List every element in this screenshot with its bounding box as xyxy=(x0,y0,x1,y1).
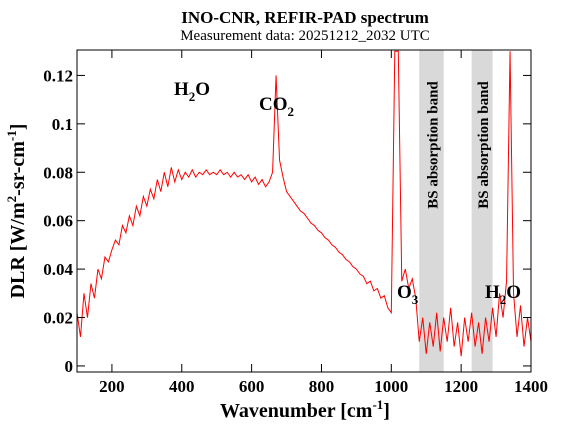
x-tick-label: 800 xyxy=(309,377,335,396)
annotation-part: O xyxy=(195,79,210,100)
x-tick-label: 1000 xyxy=(374,377,408,396)
x-tick-label: 200 xyxy=(99,377,125,396)
x-axis-label: Wavenumber [cm-1] xyxy=(220,397,390,422)
y-tick-label: 0.02 xyxy=(43,309,73,328)
annotation-part: 2 xyxy=(288,104,295,119)
band-label: BS absorption band xyxy=(425,81,441,209)
y-tick-label: 0 xyxy=(65,357,74,376)
x-tick-label: 1400 xyxy=(514,377,548,396)
band-label: BS absorption band xyxy=(476,81,492,209)
absorption-band xyxy=(419,50,444,372)
y-tick-label: 0.08 xyxy=(43,163,73,182)
y-tick-label: 0.04 xyxy=(43,260,73,279)
chart-subtitle: Measurement data: 20251212_2032 UTC xyxy=(180,28,430,44)
y-axis-label-part: -sr-cm xyxy=(7,141,29,196)
annotation-part: O xyxy=(506,282,521,303)
y-axis-label-part: 2 xyxy=(4,196,19,203)
annotation-part: H xyxy=(174,79,189,100)
x-axis-label-part: -1 xyxy=(372,397,383,412)
annotation: CO2 xyxy=(259,94,294,119)
y-tick-label: 0.06 xyxy=(43,212,73,231)
y-tick-label: 0.1 xyxy=(52,115,73,134)
y-axis-label-part: ] xyxy=(7,124,29,131)
annotation: H2O xyxy=(174,79,210,104)
y-axis-label: DLR [W/m2-sr-cm-1] xyxy=(4,124,29,299)
x-axis-label-part: ] xyxy=(383,400,390,422)
y-axis-label-part: -1 xyxy=(4,130,19,141)
annotation: H2O xyxy=(485,282,521,307)
plot-frame xyxy=(76,49,532,373)
annotation: O3 xyxy=(397,282,419,307)
annotation-part: 2 xyxy=(500,292,507,307)
annotation-part: 3 xyxy=(412,292,419,307)
annotation-part: H xyxy=(485,282,500,303)
x-tick-label: 1200 xyxy=(444,377,478,396)
y-axis-label-part: DLR [W/m xyxy=(7,202,29,298)
annotation-part: O xyxy=(397,282,412,303)
annotation-part: 2 xyxy=(189,89,196,104)
x-axis-label-part: Wavenumber [cm xyxy=(220,400,373,422)
x-tick-label: 600 xyxy=(239,377,265,396)
x-tick-label: 400 xyxy=(169,377,195,396)
spectrum-line xyxy=(77,50,531,357)
y-tick-label: 0.12 xyxy=(43,66,73,85)
chart-title: INO-CNR, REFIR-PAD spectrum xyxy=(181,8,429,27)
absorption-band xyxy=(471,50,493,372)
annotation-part: CO xyxy=(259,94,288,115)
